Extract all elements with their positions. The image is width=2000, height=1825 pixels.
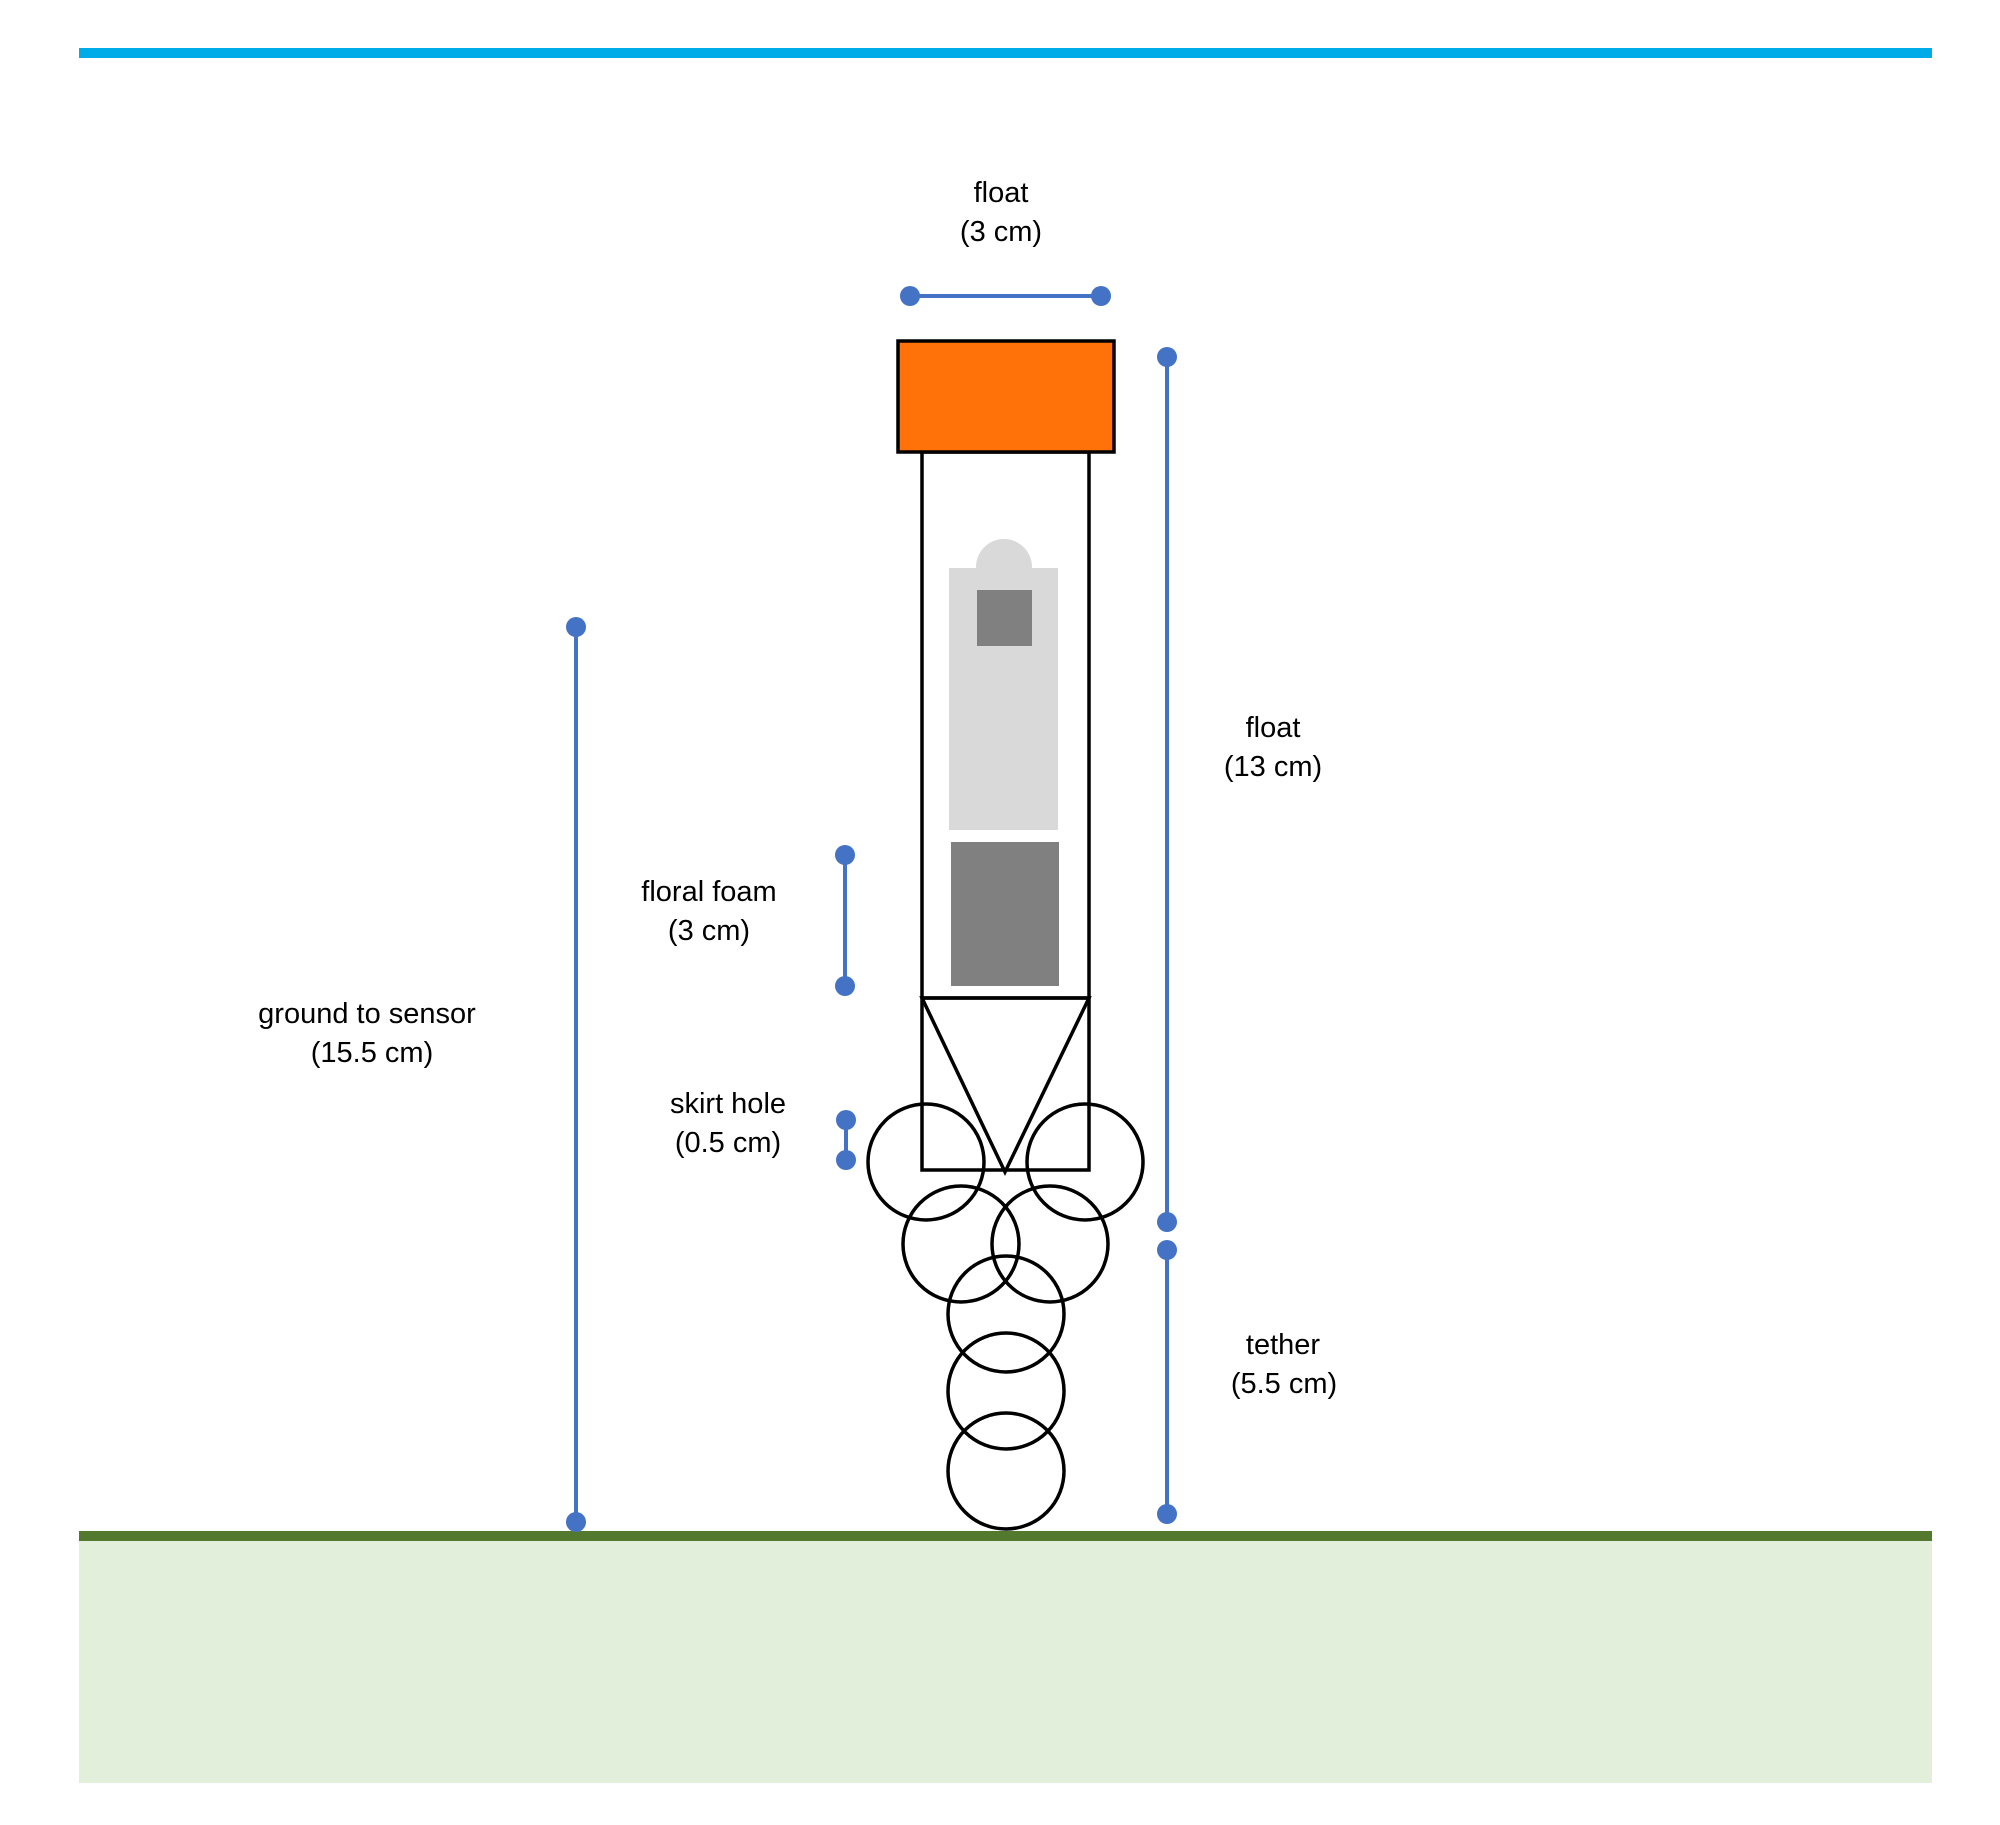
label-float-width: float (3 cm): [960, 177, 1042, 248]
chain-ring: [990, 1184, 1110, 1304]
label-value: (3 cm): [668, 915, 750, 947]
label-value: (3 cm): [960, 216, 1042, 248]
dimension-endpoint: [1157, 1504, 1177, 1524]
skirt-hole-dimension: [836, 1110, 856, 1170]
chain-ring: [946, 1254, 1066, 1374]
float-cap: [896, 339, 1116, 454]
dimension-endpoint: [836, 1110, 856, 1130]
label-skirt-hole: skirt hole (0.5 cm): [670, 1088, 786, 1159]
label-name: ground to sensor: [258, 998, 476, 1030]
label-name: float: [1246, 712, 1301, 744]
sensor-housing: [949, 539, 1058, 830]
ground-to-sensor-dimension: [566, 617, 586, 1532]
sensor-dome: [976, 539, 1032, 595]
floral-foam-block: [951, 842, 1059, 986]
dimension-endpoint: [836, 1150, 856, 1170]
dimension-endpoint: [566, 1512, 586, 1532]
ground-area: [79, 1536, 1932, 1783]
tether-dimension: [1157, 1240, 1177, 1524]
sensor-chip: [977, 590, 1032, 646]
dimension-endpoint: [835, 976, 855, 996]
chain-ring: [946, 1331, 1066, 1451]
label-name: skirt hole: [670, 1088, 786, 1120]
ground-surface-line: [79, 1531, 1932, 1541]
dimension-endpoint: [1157, 347, 1177, 367]
label-name: floral foam: [641, 876, 776, 908]
float-height-dimension: [1157, 347, 1177, 1232]
label-tether: tether (5.5 cm): [1231, 1329, 1337, 1400]
label-name: tether: [1246, 1329, 1320, 1361]
label-value: (0.5 cm): [675, 1127, 781, 1159]
chain-ring: [901, 1184, 1021, 1304]
label-value: (5.5 cm): [1231, 1368, 1337, 1400]
dimension-endpoint: [1091, 286, 1111, 306]
skirt-cone: [919, 996, 1092, 1177]
dimension-endpoint: [1157, 1212, 1177, 1232]
floral-foam-dimension: [835, 845, 855, 996]
float-width-dimension: [900, 286, 1111, 306]
dimension-endpoint: [900, 286, 920, 306]
water-surface-line: [79, 48, 1932, 58]
dimension-endpoint: [835, 845, 855, 865]
label-name: float: [974, 177, 1029, 209]
label-floral-foam: floral foam (3 cm): [641, 876, 776, 947]
dimension-endpoint: [1157, 1240, 1177, 1260]
chain-ring: [866, 1102, 986, 1222]
dimension-endpoint: [566, 617, 586, 637]
label-float-height: float (13 cm): [1224, 712, 1322, 783]
label-value: (15.5 cm): [311, 1037, 433, 1069]
chain-ring: [1025, 1102, 1145, 1222]
chain-ring: [946, 1411, 1066, 1531]
tether-chain: [866, 1102, 1145, 1531]
label-ground-to-sensor: ground to sensor (15.5 cm): [258, 998, 476, 1069]
label-value: (13 cm): [1224, 751, 1322, 783]
